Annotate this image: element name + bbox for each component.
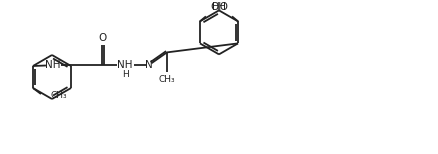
Text: CH₃: CH₃ xyxy=(159,75,175,84)
Text: O: O xyxy=(99,33,107,43)
Text: OH: OH xyxy=(210,2,226,12)
Text: NH: NH xyxy=(117,60,133,70)
Text: NH: NH xyxy=(45,60,61,70)
Text: N: N xyxy=(145,60,153,70)
Text: CH₃: CH₃ xyxy=(51,91,67,99)
Text: H: H xyxy=(123,69,129,79)
Text: HO: HO xyxy=(212,2,228,12)
